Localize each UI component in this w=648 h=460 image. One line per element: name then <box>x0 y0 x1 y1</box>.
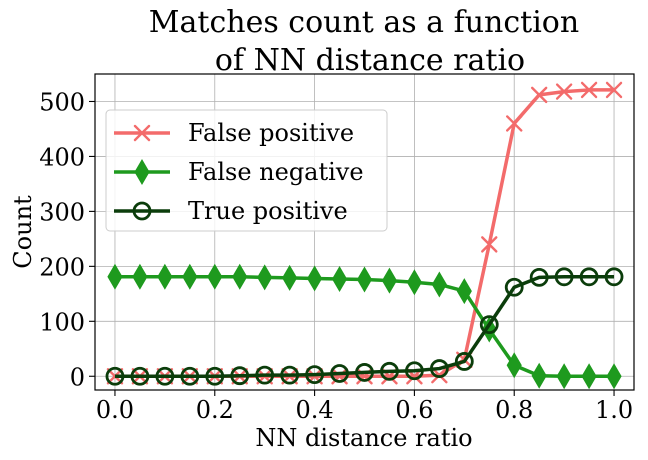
diamond-marker <box>431 271 447 298</box>
x-tick-label: 0.4 <box>296 396 334 424</box>
legend-label: False positive <box>188 119 354 147</box>
diamond-marker <box>257 264 273 291</box>
diamond-marker <box>232 263 248 290</box>
series-false-negative <box>107 263 622 390</box>
circle-marker <box>380 361 399 381</box>
chart-title-line-2: of NN distance ratio <box>215 43 525 78</box>
circle-marker <box>155 366 175 386</box>
x-marker <box>555 83 573 100</box>
circle-marker <box>280 365 300 385</box>
circle-marker <box>330 364 349 383</box>
circle-marker <box>479 315 499 335</box>
diamond-marker <box>531 362 547 389</box>
x-tick-label: 0.0 <box>96 396 134 424</box>
legend-label: False negative <box>188 158 364 186</box>
diamond-marker <box>506 352 522 379</box>
x-tick-label: 0.6 <box>395 396 433 424</box>
circle-marker <box>554 267 574 287</box>
diamond-marker <box>132 263 148 290</box>
diamond-marker <box>456 278 472 305</box>
diamond-marker <box>157 263 173 290</box>
circle-marker <box>255 365 275 385</box>
circle-marker <box>405 361 424 381</box>
diamond-marker <box>556 363 572 390</box>
y-tick-label: 0 <box>70 363 85 391</box>
x-marker <box>481 236 498 253</box>
circle-marker <box>355 363 374 382</box>
circle-marker <box>130 366 150 386</box>
diamond-marker <box>356 266 373 293</box>
diamond-marker <box>581 363 597 390</box>
diamond-marker <box>134 159 150 185</box>
plot-frame <box>94 73 635 391</box>
circle-marker <box>132 201 152 221</box>
circle-marker <box>504 277 524 297</box>
x-axis-label: NN distance ratio <box>255 424 472 452</box>
circle-marker <box>230 366 250 386</box>
legend: False positive False negative True positiv… <box>105 109 388 232</box>
diamond-marker <box>381 267 398 294</box>
diamond-marker <box>606 363 622 390</box>
diamond-marker <box>107 263 123 290</box>
circle-marker <box>305 365 324 385</box>
legend-label: True positive <box>188 197 348 225</box>
y-tick-label: 300 <box>39 198 85 226</box>
series-layer <box>105 81 624 390</box>
circle-marker <box>579 267 599 287</box>
diamond-marker <box>307 265 323 292</box>
y-tick-label: 400 <box>39 143 85 171</box>
diamond-marker <box>481 316 497 343</box>
circle-marker <box>604 267 624 287</box>
ticks-layer: 0.0 0.2 0.4 0.6 0.8 1.0 0 100 200 300 400 500 <box>39 88 633 424</box>
diamond-marker <box>207 263 223 290</box>
diamond-marker <box>406 269 422 296</box>
x-marker <box>133 124 151 142</box>
circle-marker <box>429 359 449 378</box>
x-marker <box>605 81 623 99</box>
circle-marker <box>454 352 474 371</box>
legend-box <box>105 109 388 232</box>
y-tick-label: 500 <box>39 88 85 116</box>
y-tick-label: 100 <box>39 308 85 336</box>
x-marker <box>580 81 598 99</box>
legend-entry: True positive <box>114 197 348 225</box>
series-true-positive <box>105 267 624 386</box>
chart-title-line-1: Matches count as a function <box>149 5 579 40</box>
circle-marker <box>105 366 125 386</box>
y-tick-label: 200 <box>39 253 85 281</box>
x-tick-label: 1.0 <box>595 396 633 424</box>
legend-entry: False positive <box>114 119 354 147</box>
x-marker <box>530 86 548 104</box>
diamond-marker <box>282 264 298 291</box>
x-marker <box>506 115 523 132</box>
x-tick-label: 0.8 <box>495 396 533 424</box>
circle-marker <box>180 366 200 386</box>
circle-marker <box>529 267 549 287</box>
legend-entry: False negative <box>114 158 364 186</box>
y-axis-label: Count <box>9 195 37 269</box>
circle-marker <box>205 366 225 386</box>
diamond-marker <box>331 265 348 292</box>
diamond-marker <box>182 263 198 290</box>
x-tick-label: 0.2 <box>196 396 234 424</box>
